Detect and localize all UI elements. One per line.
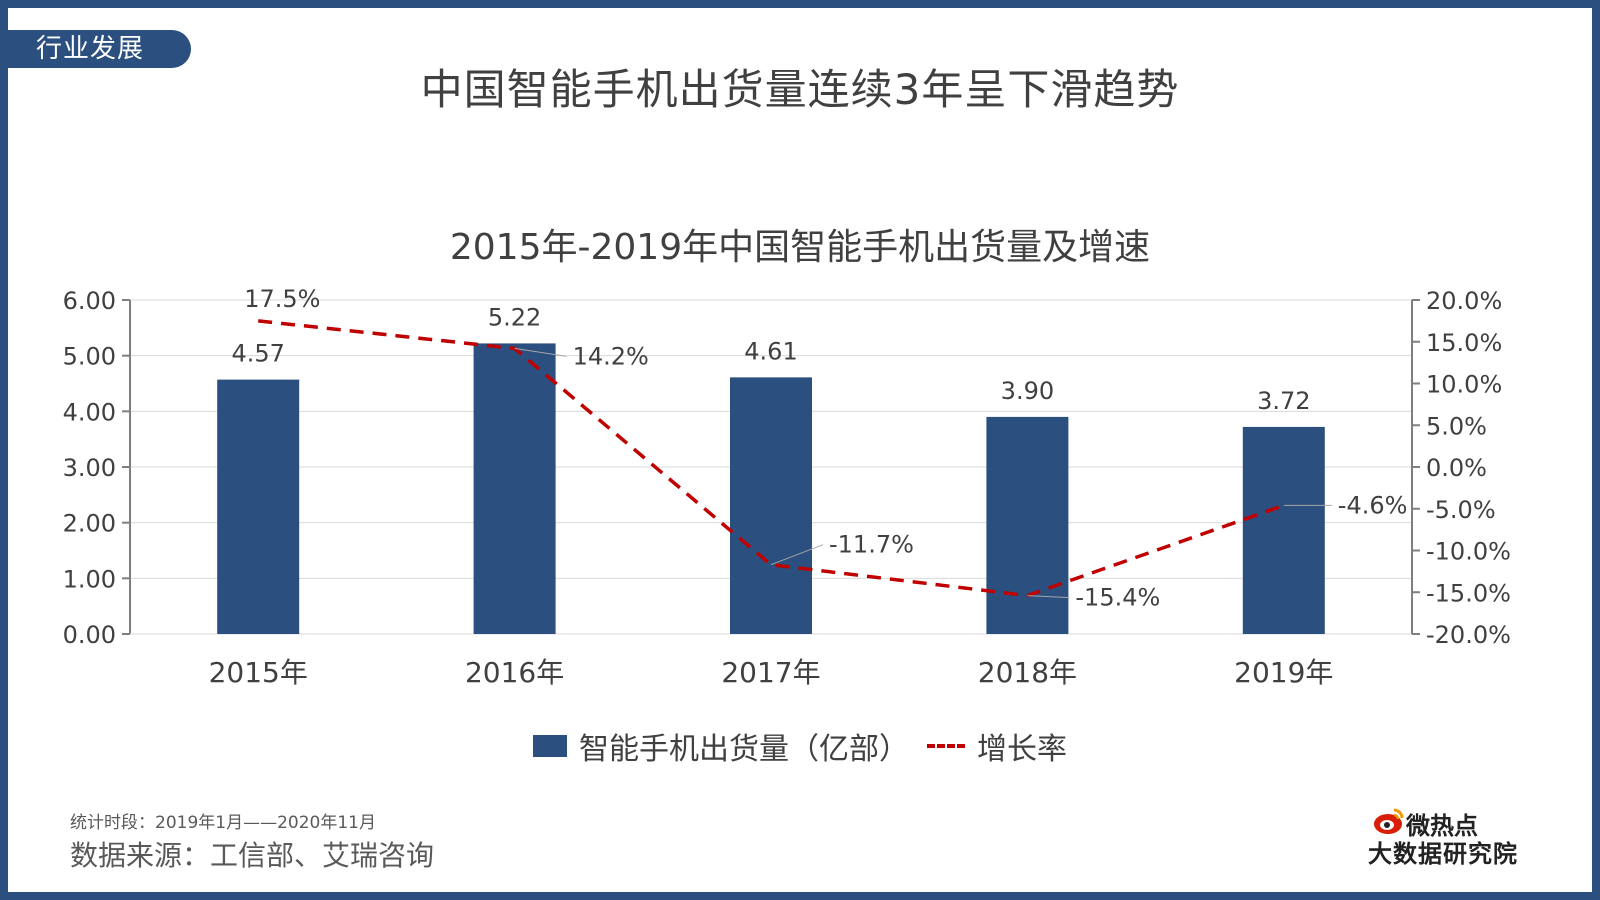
bar-value-label: 4.57: [231, 340, 284, 368]
y-left-tick-label: 4.00: [63, 398, 116, 426]
y-left-tick-label: 6.00: [63, 287, 116, 315]
y-right-tick-label: -5.0%: [1426, 496, 1496, 524]
leader-line: [514, 347, 567, 357]
section-tag: 行业发展: [8, 30, 191, 68]
y-right-tick-label: -10.0%: [1426, 538, 1511, 566]
brand-logo-block: 微热点 大数据研究院: [1368, 806, 1543, 868]
bar: [217, 379, 300, 634]
x-tick-label: 2015年: [209, 656, 308, 689]
y-right-tick-label: 20.0%: [1426, 287, 1502, 315]
growth-value-label: -15.4%: [1075, 584, 1160, 612]
y-right-tick-label: 10.0%: [1426, 371, 1502, 399]
footer-period: 统计时段：2019年1月——2020年11月: [70, 813, 376, 833]
bar-value-label: 4.61: [744, 337, 797, 365]
bar: [1242, 426, 1325, 634]
legend-line-label: 增长率: [977, 732, 1067, 767]
y-left-tick-label: 3.00: [63, 454, 116, 482]
x-tick-label: 2017年: [721, 656, 820, 689]
y-right-tick-label: -20.0%: [1426, 621, 1511, 649]
leader-line: [770, 544, 824, 566]
legend-bar-swatch: [533, 735, 567, 757]
growth-rate-line: [258, 319, 1285, 598]
y-right-tick-label: 5.0%: [1426, 412, 1487, 440]
bar: [473, 343, 556, 634]
y-right-tick-label: -15.0%: [1426, 579, 1511, 607]
x-tick-label: 2018年: [978, 656, 1077, 689]
weibo-eye-icon: [1374, 808, 1404, 834]
growth-value-label: 17.5%: [244, 285, 320, 313]
growth-value-label: -4.6%: [1338, 491, 1408, 519]
chart-legend: 智能手机出货量（亿部） 增长率: [0, 724, 1600, 768]
growth-value-label: -11.7%: [829, 531, 914, 559]
bar: [986, 416, 1069, 634]
legend-item-line: 增长率: [927, 724, 1067, 768]
legend-bar-label: 智能手机出货量（亿部）: [579, 732, 909, 767]
legend-item-bars: 智能手机出货量（亿部）: [533, 724, 909, 768]
bar-value-label: 3.72: [1257, 387, 1310, 415]
y-left-tick-label: 5.00: [63, 343, 116, 371]
brand-name-top: 微热点: [1406, 812, 1478, 840]
y-right-tick-label: 0.0%: [1426, 454, 1487, 482]
brand-name-bottom: 大数据研究院: [1368, 840, 1518, 868]
page-title: 中国智能手机出货量连续3年呈下滑趋势: [420, 65, 1180, 114]
chart-title: 2015年-2019年中国智能手机出货量及增速: [449, 227, 1151, 268]
legend-line-swatch: [927, 744, 965, 748]
x-tick-label: 2019年: [1234, 656, 1333, 689]
bar-value-label: 5.22: [488, 303, 541, 331]
x-tick-label: 2016年: [465, 656, 564, 689]
y-left-tick-label: 1.00: [63, 565, 116, 593]
bar-value-label: 3.90: [1001, 377, 1054, 405]
leader-line: [1027, 595, 1070, 599]
growth-value-label: 14.2%: [573, 342, 649, 370]
y-left-tick-label: 2.00: [63, 510, 116, 538]
y-right-tick-label: 15.0%: [1426, 329, 1502, 357]
y-left-tick-label: 0.00: [63, 621, 116, 649]
footer-source: 数据来源：工信部、艾瑞咨询: [70, 839, 435, 872]
bar: [730, 377, 812, 634]
